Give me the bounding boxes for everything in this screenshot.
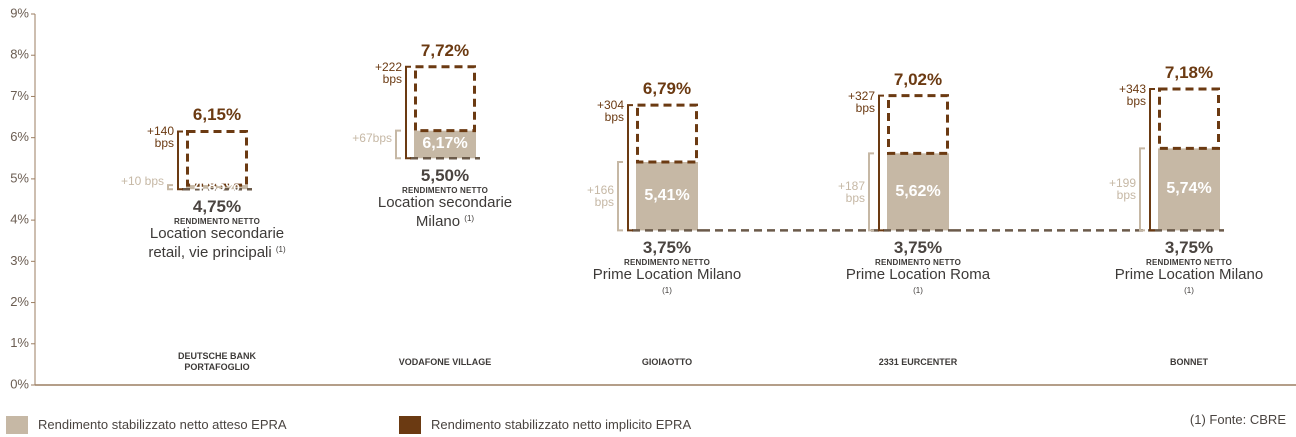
implied-spread-bracket — [878, 94, 884, 232]
category-label: GIOIAOTTO — [641, 357, 693, 367]
implied-spread-bracket — [177, 130, 183, 191]
base-block: 4,75% RENDIMENTO NETTO Location secondarie… — [142, 197, 292, 261]
expected-spread-bracket — [167, 184, 173, 191]
implied-spread-label: +140 bps — [146, 124, 174, 151]
expected-value-label: 5,74% — [1166, 180, 1212, 198]
footnote-marker: (1) — [1184, 286, 1194, 296]
implied-spread-bracket — [405, 65, 411, 160]
y-tick-label: 2% — [10, 294, 29, 309]
base-block: 3,75% RENDIMENTO NETTO Prime Location Roma… — [843, 238, 993, 302]
location: Prime Location Milano (1) — [1114, 267, 1264, 302]
implied-box — [887, 94, 949, 155]
base-block: 3,75% RENDIMENTO NETTO Prime Location Mila… — [1114, 238, 1264, 302]
implied-spread-label: +327 bps — [847, 88, 875, 115]
location: Prime Location Roma (1) — [843, 267, 993, 302]
expected-value-label: 4,85% — [194, 178, 240, 196]
base-value-label: 5,50% — [420, 166, 470, 186]
expected-spread-bracket — [617, 160, 623, 232]
implied-spread-label: +222 bps — [374, 59, 402, 86]
expected-bar — [887, 153, 949, 231]
y-tick-label: 6% — [10, 129, 29, 144]
expected-spread-label: +166 bps — [586, 183, 614, 210]
base-caption: RENDIMENTO NETTO — [623, 258, 711, 268]
base-value-label: 4,75% — [192, 197, 242, 217]
legend-swatch — [6, 416, 28, 434]
location: Location secondarie Milano (1) — [370, 195, 520, 230]
location-text: Location secondarie retail, vie principa… — [148, 225, 285, 262]
source: (1) Fonte: CBRE — [1189, 412, 1286, 427]
implied-spread-bracket — [627, 104, 633, 232]
location-text: Prime Location Roma — [845, 266, 991, 284]
expected-spread-bracket — [395, 129, 401, 160]
location-text: Prime Location Milano — [592, 266, 742, 284]
implied-spread-bracket — [1149, 88, 1155, 232]
base-caption: RENDIMENTO NETTO — [173, 217, 261, 227]
expected-value-label: 6,17% — [422, 135, 468, 153]
expected-value-label: 5,41% — [644, 187, 690, 205]
implied-value-label: 7,02% — [893, 69, 943, 89]
expected-bar — [186, 185, 248, 190]
category-label: DEUTSCHE BANK PORTAFOGLIO — [177, 351, 256, 372]
category-label: 2331 EURCENTER — [878, 357, 958, 367]
expected-bar — [636, 161, 698, 231]
location: Location secondarie retail, vie principa… — [142, 226, 292, 261]
y-tick-label: 5% — [10, 170, 29, 185]
base-block: 5,50% RENDIMENTO NETTO Location secondarie… — [370, 166, 520, 230]
y-tick-label: 1% — [10, 335, 29, 350]
implied-box — [1158, 87, 1220, 150]
y-tick-label: 3% — [10, 253, 29, 268]
base-block: 3,75% RENDIMENTO NETTO Prime Location Mila… — [592, 238, 742, 302]
expected-spread-label: +187 bps — [837, 178, 865, 205]
implied-value-label: 7,18% — [1164, 63, 1214, 83]
y-tick-label: 4% — [10, 212, 29, 227]
base-value-label: 3,75% — [893, 238, 943, 258]
location-text: Prime Location Milano — [1114, 266, 1264, 284]
expected-bar — [1158, 148, 1220, 231]
expected-spread-label: +199 bps — [1108, 176, 1136, 203]
footnote-marker: (1) — [464, 214, 475, 224]
expected-value-label: 5,62% — [895, 182, 941, 200]
footnote-marker: (1) — [275, 245, 286, 255]
footnote-marker: (1) — [662, 286, 672, 296]
legend-swatch — [399, 416, 421, 434]
base-caption: RENDIMENTO NETTO — [874, 258, 962, 268]
base-caption: RENDIMENTO NETTO — [1145, 258, 1233, 268]
base-value-label: 3,75% — [1164, 238, 1214, 258]
implied-box — [186, 129, 248, 187]
y-tick-label: 9% — [10, 5, 29, 20]
y-tick-label: 8% — [10, 47, 29, 62]
implied-value-label: 6,15% — [192, 105, 242, 125]
expected-spread-bracket — [1139, 147, 1145, 232]
location: Prime Location Milano (1) — [592, 267, 742, 302]
legend-label: Rendimento stabilizzato netto implicito … — [431, 417, 692, 432]
y-tick-label: 7% — [10, 88, 29, 103]
expected-bar — [414, 130, 476, 159]
implied-box — [414, 65, 476, 133]
implied-box — [636, 103, 698, 164]
base-caption: RENDIMENTO NETTO — [401, 186, 489, 196]
footnote-marker: (1) — [913, 286, 923, 296]
base-value-label: 3,75% — [642, 238, 692, 258]
implied-spread-label: +343 bps — [1118, 82, 1146, 109]
implied-value-label: 6,79% — [642, 79, 692, 99]
legend-label: Rendimento stabilizzato netto atteso EPR… — [38, 417, 287, 432]
category-label: VODAFONE VILLAGE — [398, 357, 492, 367]
location-text: Location secondarie Milano — [377, 194, 513, 231]
implied-spread-label: +304 bps — [596, 98, 624, 125]
expected-spread-bracket — [868, 152, 874, 232]
expected-spread-label: +67bps — [352, 131, 392, 146]
implied-value-label: 7,72% — [420, 40, 470, 60]
expected-spread-label: +10 bps — [120, 174, 164, 189]
category-label: BONNET — [1170, 357, 1208, 367]
y-tick-label: 0% — [10, 376, 29, 391]
